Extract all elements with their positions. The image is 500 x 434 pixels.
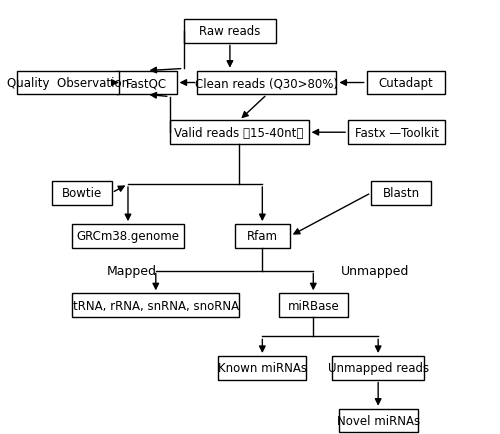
FancyBboxPatch shape [17,72,118,95]
FancyBboxPatch shape [339,409,417,432]
Text: Valid reads （15-40nt）: Valid reads （15-40nt） [174,126,304,139]
Text: Blastn: Blastn [383,187,420,200]
Text: Clean reads (Q30>80%): Clean reads (Q30>80%) [196,77,338,90]
Text: Fastx —Toolkit: Fastx —Toolkit [354,126,438,139]
FancyBboxPatch shape [198,72,336,95]
Text: FastQC: FastQC [126,77,167,90]
Text: Unmapped reads: Unmapped reads [328,362,428,375]
FancyBboxPatch shape [52,181,112,205]
Text: Rfam: Rfam [247,230,278,243]
Text: Novel miRNAs: Novel miRNAs [336,414,419,427]
Text: tRNA, rRNA, snRNA, snoRNA: tRNA, rRNA, snRNA, snoRNA [72,299,239,312]
FancyBboxPatch shape [184,20,276,43]
FancyBboxPatch shape [278,293,348,317]
FancyBboxPatch shape [348,121,446,145]
Text: Cutadapt: Cutadapt [378,77,434,90]
Text: Raw reads: Raw reads [199,25,260,38]
FancyBboxPatch shape [72,224,184,248]
FancyBboxPatch shape [371,181,432,205]
Text: miRBase: miRBase [288,299,339,312]
FancyBboxPatch shape [72,293,239,317]
Text: Bowtie: Bowtie [62,187,102,200]
FancyBboxPatch shape [332,356,424,380]
FancyBboxPatch shape [116,72,176,95]
FancyBboxPatch shape [366,72,446,95]
FancyBboxPatch shape [218,356,306,380]
Text: Mapped: Mapped [107,264,157,277]
Text: GRCm38.genome: GRCm38.genome [76,230,180,243]
Text: Quality  Observation: Quality Observation [6,77,129,90]
FancyBboxPatch shape [170,121,308,145]
FancyBboxPatch shape [234,224,290,248]
Text: Unmapped: Unmapped [341,264,409,277]
Text: Known miRNAs: Known miRNAs [218,362,307,375]
